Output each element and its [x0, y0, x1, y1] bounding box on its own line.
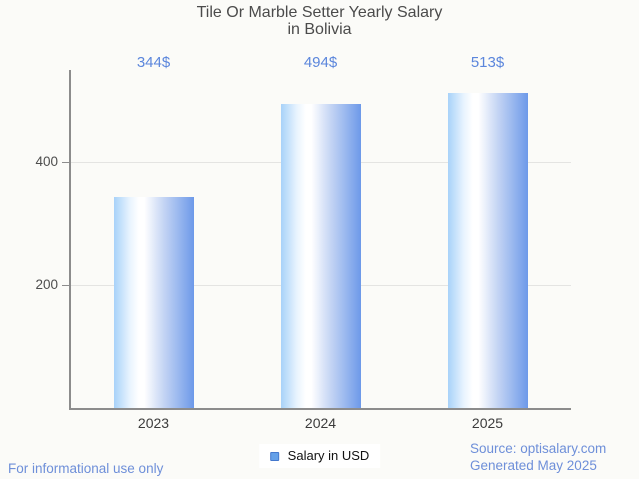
generated-date: Generated May 2025 — [470, 457, 597, 473]
disclaimer-text: For informational use only — [8, 461, 164, 476]
chart-title-line1: Tile Or Marble Setter Yearly Salary — [196, 4, 443, 21]
value-label-2025: 513$ — [470, 54, 505, 71]
attribution-block: Source: optisalary.com Generated May 202… — [470, 441, 606, 474]
x-axis-label-2025: 2025 — [471, 415, 504, 431]
legend-item-salary-in-usd[interactable]: Salary in USD — [258, 444, 381, 468]
y-tick-label-200: 200 — [35, 277, 58, 293]
bar-2024 — [280, 104, 361, 408]
value-label-2023: 344$ — [136, 54, 171, 71]
y-tick-400 — [62, 162, 69, 164]
bar-2025 — [447, 92, 528, 408]
legend-label: Salary in USD — [287, 448, 370, 463]
chart-title-line2: in Bolivia — [287, 21, 352, 38]
chart-title: Tile Or Marble Setter Yearly Salary in B… — [0, 4, 639, 38]
y-tick-200 — [62, 285, 69, 287]
x-axis-label-2023: 2023 — [137, 415, 170, 431]
bar-2023 — [113, 196, 194, 408]
y-tick-label-400: 400 — [35, 154, 58, 170]
legend-swatch-icon — [269, 451, 279, 461]
source-link[interactable]: Source: optisalary.com — [470, 441, 607, 456]
y-axis-line — [69, 70, 71, 410]
x-axis-line — [69, 408, 571, 410]
value-label-2024: 494$ — [303, 54, 338, 71]
x-axis-label-2024: 2024 — [304, 415, 337, 431]
